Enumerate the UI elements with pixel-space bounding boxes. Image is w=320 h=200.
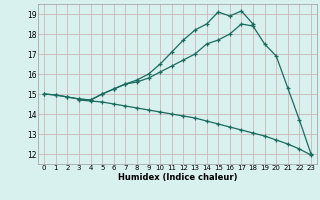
X-axis label: Humidex (Indice chaleur): Humidex (Indice chaleur) [118,173,237,182]
